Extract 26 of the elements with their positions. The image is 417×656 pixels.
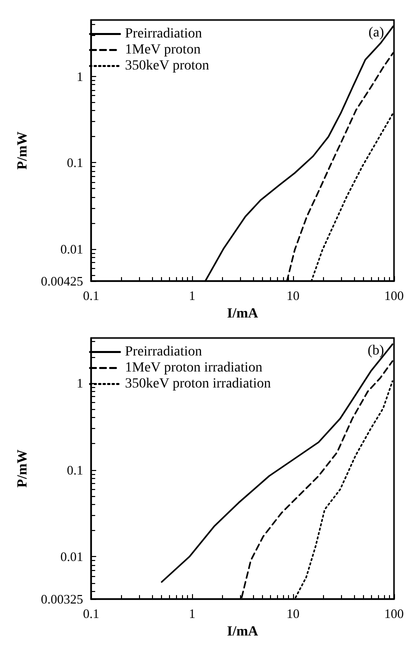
y-tick-label: 1	[76, 68, 84, 84]
x-tick-label: 1	[188, 288, 196, 304]
x-tick-label: 10	[286, 606, 300, 622]
legend-label: Preirradiation	[125, 26, 202, 42]
y-tick-label: 0.00325	[40, 592, 84, 607]
legend-label: 1MeV proton	[125, 42, 201, 58]
y-tick-label: 0.1	[66, 462, 84, 478]
legend-label: 350keV proton irradiation	[125, 376, 271, 392]
y-tick-label: 1	[76, 376, 84, 391]
x-tick-label: 100	[384, 606, 404, 622]
x-tick-label: 100	[384, 288, 404, 304]
y-tick-label: 0.1	[66, 155, 84, 170]
legend-label: 350keV proton	[125, 58, 210, 74]
y-axis-title: P/mW	[16, 449, 30, 488]
y-tick-label: 0.01	[60, 242, 84, 257]
x-tick-label: 1	[188, 606, 196, 622]
y-tick-label: 0.00425	[40, 274, 84, 289]
x-axis-title: I/mA	[227, 624, 260, 640]
x-tick-label: 10	[286, 288, 300, 304]
legend-label: Preirradiation	[125, 344, 202, 360]
legend-label: 1MeV proton irradiation	[125, 360, 262, 376]
annotation: (a)	[368, 26, 384, 40]
annotation: (b)	[368, 344, 384, 358]
y-axis-title: P/mW	[16, 131, 30, 170]
x-axis-title: I/mA	[227, 306, 260, 322]
y-tick-label: 0.01	[60, 549, 84, 564]
